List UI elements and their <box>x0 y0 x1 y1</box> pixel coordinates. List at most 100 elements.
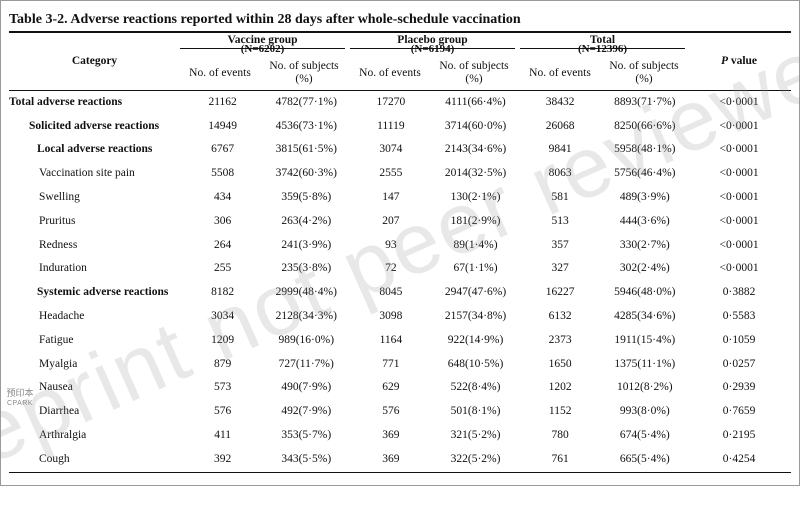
table-row: Arthralgia 411 353(5·7%) 369 321(5·2%) 780 674… <box>9 423 791 447</box>
cell-p-val: <0·0001 <box>719 262 759 275</box>
cell-t-subjects: 8250(66·6%) <box>614 119 676 132</box>
cell-t-events: 761 <box>551 452 569 465</box>
cell-p-val: <0·0001 <box>719 119 759 132</box>
placebo-group-rule <box>350 48 515 49</box>
cell-v-subjects: 235(3·8%) <box>281 262 332 275</box>
cell-v-subjects: 490(7·9%) <box>281 381 332 394</box>
row-category: Arthralgia <box>39 429 87 442</box>
cell-v-subjects: 241(3·9%) <box>281 238 332 251</box>
cell-p-val: 0·0257 <box>722 357 756 370</box>
table-row: Induration 255 235(3·8%) 72 67(1·1%) 327 302(2… <box>9 257 791 281</box>
row-category: Cough <box>39 452 70 465</box>
header-category: Category <box>71 55 118 67</box>
cell-p-val: <0·0001 <box>719 191 759 204</box>
table-row: Local adverse reactions 6767 3815(61·5%) 30… <box>9 138 791 162</box>
vaccine-group-rule <box>180 48 345 49</box>
cell-p-events: 93 <box>385 238 397 251</box>
cell-v-subjects: 4782(77·1%) <box>275 95 337 108</box>
row-category: Nausea <box>39 381 73 394</box>
adverse-reactions-table: Total adverse reactions 21162 4782(77·1%) 1… <box>9 90 791 471</box>
cell-t-events: 357 <box>551 238 569 251</box>
cell-p-subjects: 522(8·4%) <box>450 381 501 394</box>
cell-p-subjects: 2014(32·5%) <box>444 167 507 180</box>
table-row: Cough 392 343(5·5%) 369 322(5·2%) 761 665(5·4%… <box>9 447 791 471</box>
cpark-logo: 预印本 CPARK <box>6 388 34 407</box>
cell-p-val: 0·2195 <box>722 429 756 442</box>
cell-p-val: 0·1059 <box>722 333 756 346</box>
header-placebo-subjects: No. of subjects (%) <box>439 60 509 85</box>
cell-t-events: 513 <box>551 214 569 227</box>
cell-t-subjects: 993(8·0%) <box>619 405 670 418</box>
cell-p-events: 2555 <box>379 167 403 180</box>
cell-t-subjects: 665(5·4%) <box>619 452 670 465</box>
cell-p-events: 369 <box>382 452 400 465</box>
cell-p-events: 207 <box>382 214 400 227</box>
row-category: Pruritus <box>39 214 76 227</box>
cell-t-subjects: 444(3·6%) <box>619 214 670 227</box>
cell-t-subjects: 1375(11·1%) <box>614 357 676 370</box>
cell-p-events: 629 <box>382 381 400 394</box>
row-category: Solicited adverse reactions <box>29 119 160 132</box>
cell-p-subjects: 648(10·5%) <box>447 357 504 370</box>
cell-v-events: 879 <box>214 357 232 370</box>
cell-v-subjects: 3815(61·5%) <box>275 143 337 156</box>
cell-t-events: 9841 <box>548 143 572 156</box>
total-group-rule <box>520 48 685 49</box>
cell-p-events: 72 <box>385 262 397 275</box>
header-total: Total <box>589 34 616 46</box>
cell-v-subjects: 263(4·2%) <box>281 214 332 227</box>
table-row: Solicited adverse reactions 14949 4536(73·… <box>9 114 791 138</box>
cell-v-events: 573 <box>214 381 232 394</box>
row-category: Myalgia <box>39 357 78 370</box>
cell-t-subjects: 1012(8·2%) <box>617 381 673 394</box>
header-p-value: P value <box>720 55 758 67</box>
cell-t-subjects: 330(2·7%) <box>619 238 670 251</box>
cell-v-events: 21162 <box>208 95 237 108</box>
table-row: Systemic adverse reactions 8182 2999(48·4%… <box>9 280 791 304</box>
table-row: Myalgia 879 727(11·7%) 771 648(10·5%) 1650 137… <box>9 352 791 376</box>
cell-p-events: 8045 <box>379 286 403 299</box>
cell-t-events: 8063 <box>548 167 572 180</box>
cell-t-subjects: 674(5·4%) <box>619 429 670 442</box>
cell-v-events: 264 <box>214 238 232 251</box>
cell-p-subjects: 3714(60·0%) <box>444 119 507 132</box>
cell-p-val: 0·3882 <box>722 286 756 299</box>
cell-t-events: 26068 <box>545 119 575 132</box>
cell-v-events: 8182 <box>211 286 235 299</box>
row-category: Systemic adverse reactions <box>37 286 169 299</box>
row-category: Induration <box>39 262 87 275</box>
cell-v-subjects: 3742(60·3%) <box>275 167 337 180</box>
header-total-n: (N=12396) <box>577 43 628 55</box>
cell-v-events: 1209 <box>211 333 235 346</box>
cell-p-val: 0·7659 <box>722 405 756 418</box>
cell-t-subjects: 5958(48·1%) <box>614 143 676 156</box>
header-placebo-group: Placebo group <box>397 34 468 46</box>
cell-p-subjects: 2947(47·6%) <box>444 286 507 299</box>
table-title: Table 3-2. Adverse reactions reported wi… <box>9 12 521 27</box>
header-top-rule <box>9 31 791 33</box>
cell-p-subjects: 130(2·1%) <box>450 191 501 204</box>
header-vaccine-events: No. of events <box>189 67 251 79</box>
table-row: Nausea 573 490(7·9%) 629 522(8·4%) 1202 1012(8… <box>9 376 791 400</box>
cell-t-events: 2373 <box>548 333 572 346</box>
header-vaccine-n: (N=6202) <box>240 43 285 55</box>
cell-v-events: 5508 <box>211 167 235 180</box>
cell-t-subjects: 5756(46·4%) <box>614 167 676 180</box>
cell-t-subjects: 5946(48·0%) <box>614 286 676 299</box>
cell-p-val: <0·0001 <box>719 143 759 156</box>
cell-t-events: 38432 <box>545 95 575 108</box>
cell-v-subjects: 989(16·0%) <box>278 333 335 346</box>
table-row: Fatigue 1209 989(16·0%) 1164 922(14·9%) 2373 1… <box>9 328 791 352</box>
cell-p-val: <0·0001 <box>719 167 759 180</box>
cell-p-events: 17270 <box>376 95 406 108</box>
table-bottom-rule <box>9 472 791 473</box>
header-total-subjects: No. of subjects (%) <box>609 60 679 85</box>
cell-p-subjects: 322(5·2%) <box>450 452 501 465</box>
cell-t-subjects: 8893(71·7%) <box>614 95 676 108</box>
cell-p-events: 576 <box>382 405 400 418</box>
cell-p-subjects: 181(2·9%) <box>450 214 501 227</box>
cell-t-events: 1650 <box>548 357 572 370</box>
cell-p-val: 0·4254 <box>722 452 756 465</box>
cell-v-events: 3034 <box>211 310 235 323</box>
cell-p-subjects: 67(1·1%) <box>453 262 498 275</box>
